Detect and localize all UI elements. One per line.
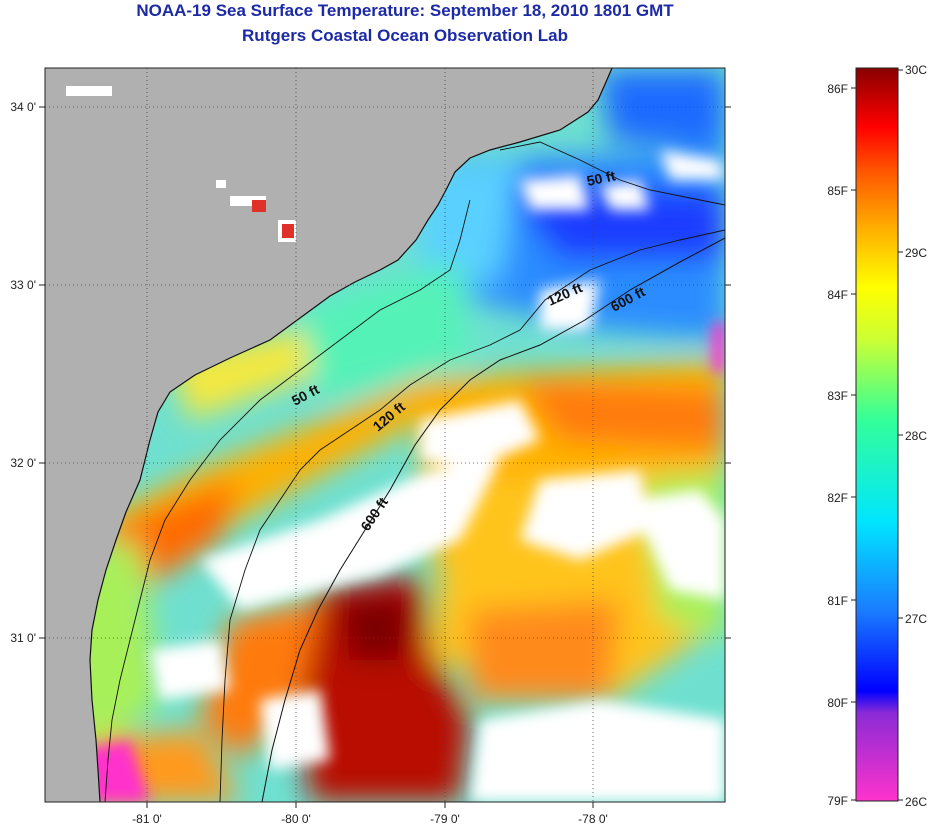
isobath-label: 50 ft (585, 167, 617, 189)
coastline (89, 68, 613, 802)
lon-label: -78 0' (578, 812, 608, 826)
colorbar-c-label: 26C (905, 795, 927, 809)
lat-label: 33 0' (10, 278, 36, 292)
colorbar-ticks-c (898, 69, 903, 801)
colorbar-c-label: 30C (905, 63, 927, 77)
colorbar-f-label: 81F (827, 594, 848, 608)
colorbar-c-label: 27C (905, 612, 927, 626)
colorbar-f-label: 86F (827, 82, 848, 96)
lat-label: 31 0' (10, 631, 36, 645)
axis-ticks (39, 106, 731, 808)
colorbar-f-label: 79F (827, 794, 848, 808)
sst-field (45, 68, 725, 802)
lat-label: 32 0' (10, 456, 36, 470)
isobath-50ft (104, 141, 725, 802)
colorbar-ticks-f (851, 87, 856, 801)
lat-label: 34 0' (10, 100, 36, 114)
map-subtitle: Rutgers Coastal Ocean Observation Lab (242, 26, 568, 45)
colorbar-f-label: 82F (827, 491, 848, 505)
colorbar-c-label: 29C (905, 246, 927, 260)
graticule (45, 68, 725, 802)
colorbar-f-label: 84F (827, 288, 848, 302)
colorbar-f-label: 85F (827, 184, 848, 198)
isobath-600ft (261, 237, 725, 802)
colorbar-f-label: 83F (827, 389, 848, 403)
map-frame (44, 67, 726, 803)
lon-label: -81 0' (132, 812, 162, 826)
isobath-120ft (219, 229, 725, 802)
lon-label: -80 0' (281, 812, 311, 826)
colorbar-c-label: 28C (905, 429, 927, 443)
land-mass (45, 68, 612, 802)
lon-label: -79 0' (430, 812, 460, 826)
map-title: NOAA-19 Sea Surface Temperature: Septemb… (136, 1, 674, 20)
colorbar-f-label: 80F (827, 696, 848, 710)
colorbar (855, 67, 899, 802)
